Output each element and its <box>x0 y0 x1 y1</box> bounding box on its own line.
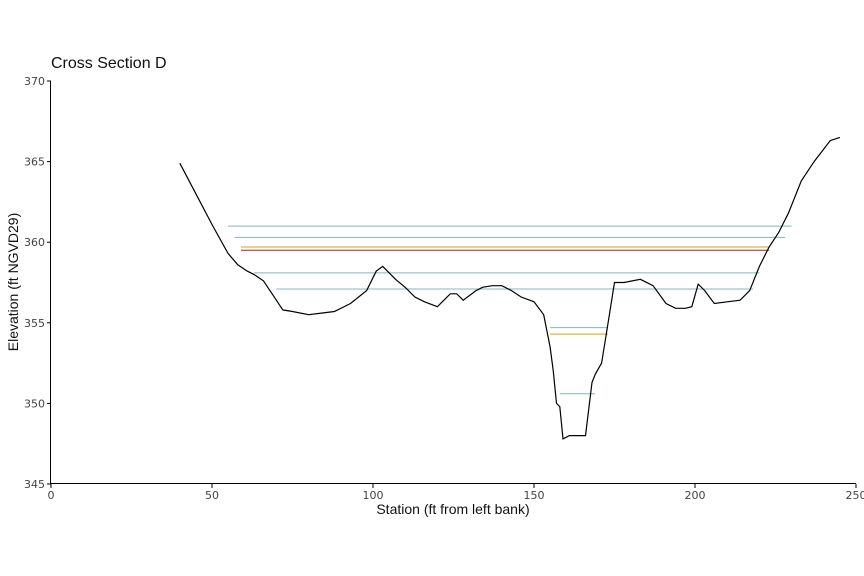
water-level-lines <box>228 225 792 395</box>
x-axis-title: Station (ft from left bank) <box>376 501 529 517</box>
ground-profile-line <box>179 136 841 440</box>
x-tick-label: 150 <box>524 489 545 502</box>
y-axis-title: Elevation (ft NGVD29) <box>5 213 21 352</box>
y-tick-label: 345 <box>24 478 45 491</box>
x-tick-label: 200 <box>685 489 706 502</box>
x-tick-label: 100 <box>363 489 384 502</box>
chart-title: Cross Section D <box>51 55 167 72</box>
y-axis-ticks: 345 350 355 360 365 370 <box>24 75 51 491</box>
x-tick-label: 250 <box>846 489 864 502</box>
y-tick-label: 355 <box>24 317 45 330</box>
y-tick-label: 370 <box>24 75 45 88</box>
y-tick-label: 360 <box>24 236 45 249</box>
y-tick-label: 350 <box>24 397 45 410</box>
x-tick-label: 50 <box>205 489 219 502</box>
x-tick-label: 0 <box>48 489 55 502</box>
x-axis-ticks: 0 50 100 150 200 250 <box>48 484 864 502</box>
y-tick-label: 365 <box>24 156 45 169</box>
